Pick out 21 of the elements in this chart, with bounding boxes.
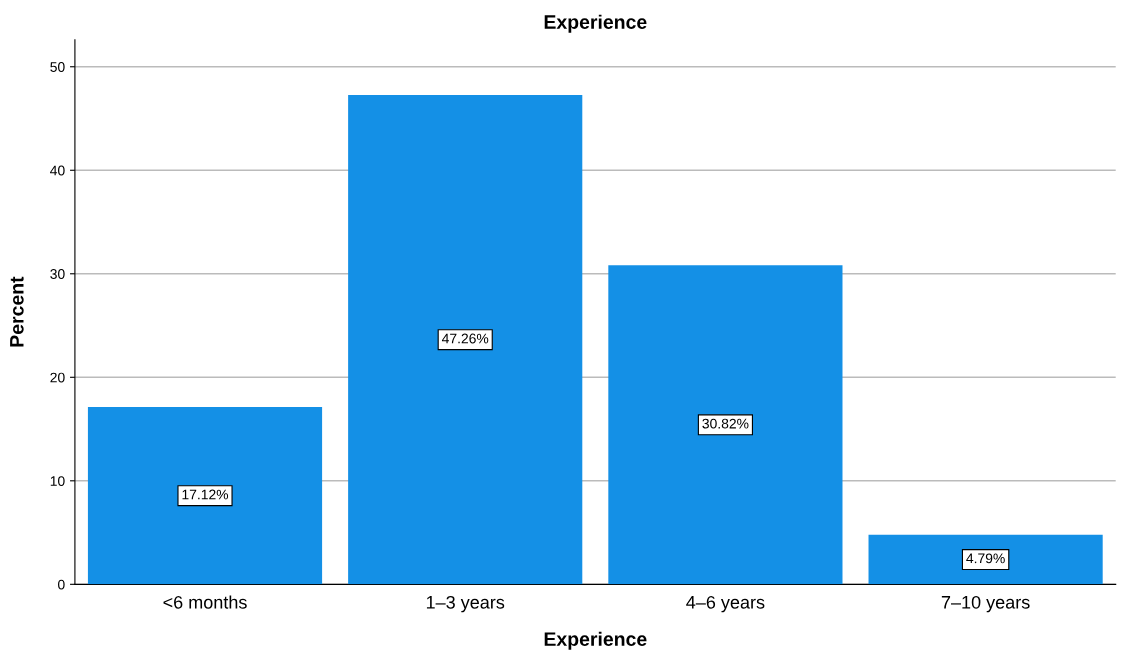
- data-label: 30.82%: [702, 418, 749, 429]
- y-tick-label: 50: [50, 62, 65, 72]
- data-label: 47.26%: [441, 333, 489, 344]
- y-tick-label: 0: [58, 579, 65, 590]
- y-tick-label: 20: [50, 372, 65, 383]
- y-tick-label: 10: [50, 476, 65, 486]
- bar: [608, 265, 843, 585]
- data-label: 17.12%: [182, 489, 229, 500]
- y-tick-label: 40: [50, 165, 65, 176]
- bar: [348, 95, 583, 585]
- data-label: 4.79%: [966, 553, 1005, 564]
- x-axis-title: Experience: [544, 631, 647, 650]
- x-tick-label: 1–3 years: [426, 595, 505, 613]
- y-axis-title: Percent: [10, 276, 24, 347]
- x-tick-label: 7–10 years: [941, 595, 1030, 613]
- bar: [868, 534, 1103, 585]
- y-tick-label: 30: [50, 269, 65, 279]
- x-tick-label: 4–6 years: [686, 595, 765, 613]
- bar: [87, 407, 323, 585]
- x-tick-label: <6 months: [163, 595, 247, 609]
- chart-title: Experience: [544, 14, 647, 33]
